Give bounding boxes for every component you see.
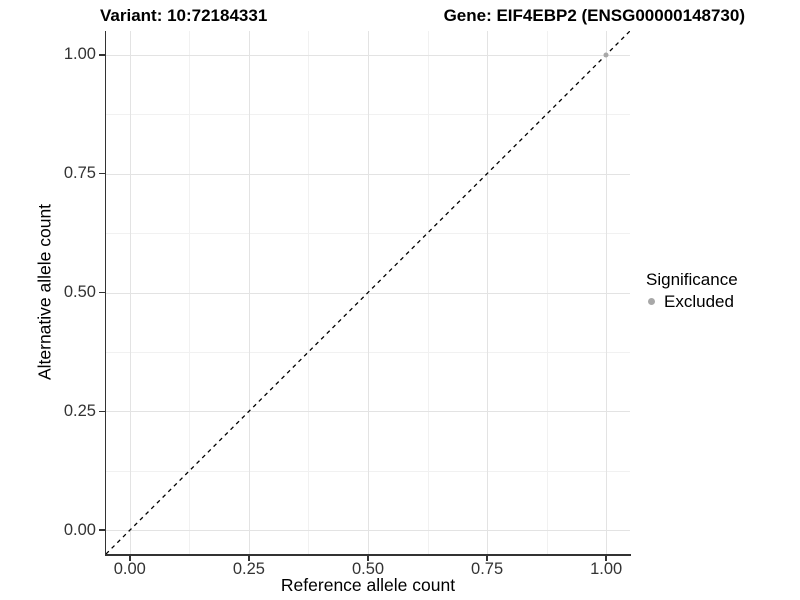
x-axis-tick <box>129 555 131 562</box>
x-tick-label: 0.00 <box>113 560 146 578</box>
y-axis-tick <box>99 54 105 56</box>
y-axis-tick <box>99 529 105 531</box>
x-axis-tick <box>248 555 250 562</box>
x-tick-label: 0.25 <box>232 560 265 578</box>
y-axis-tick <box>99 291 105 294</box>
variant-title: Variant: 10:72184331 <box>100 6 268 25</box>
x-axis-tick <box>486 555 488 562</box>
x-tick-label: 0.50 <box>351 560 385 578</box>
x-tick-label: 0.75 <box>471 560 504 578</box>
y-tick-label: 1.00 <box>63 45 96 64</box>
y-tick-label: 0.00 <box>63 520 96 539</box>
y-axis-tick <box>99 172 105 175</box>
y-tick-label: 0.50 <box>63 283 96 301</box>
y-axis-title: Alternative allele count <box>34 203 55 381</box>
x-axis-tick <box>605 555 607 562</box>
reference-line-layer <box>106 31 630 554</box>
x-axis-line <box>104 554 631 556</box>
legend: Significance Excluded <box>646 269 738 311</box>
legend-item-label: Excluded <box>664 292 734 311</box>
legend-title: Significance <box>646 270 738 289</box>
data-point-excluded <box>603 52 609 58</box>
y-major-gridline <box>106 54 630 56</box>
y-tick-label: 0.25 <box>63 401 96 420</box>
legend-item-excluded: Excluded <box>646 292 738 311</box>
plot-panel <box>106 31 630 554</box>
y-major-gridline <box>106 530 630 532</box>
x-axis-tick <box>367 555 369 562</box>
x-axis-title: Reference allele count <box>280 575 456 595</box>
y-tick-label: 0.75 <box>63 164 96 183</box>
y-axis-line <box>104 31 107 556</box>
y-axis-tick <box>99 410 105 413</box>
y-major-gridline <box>106 411 630 413</box>
gene-title: Gene: EIF4EBP2 (ENSG00000148730) <box>443 6 745 25</box>
identity-reference-line <box>106 31 630 554</box>
x-tick-label: 1.00 <box>590 560 623 578</box>
excluded-swatch-icon <box>648 298 655 305</box>
y-major-gridline <box>106 173 630 175</box>
